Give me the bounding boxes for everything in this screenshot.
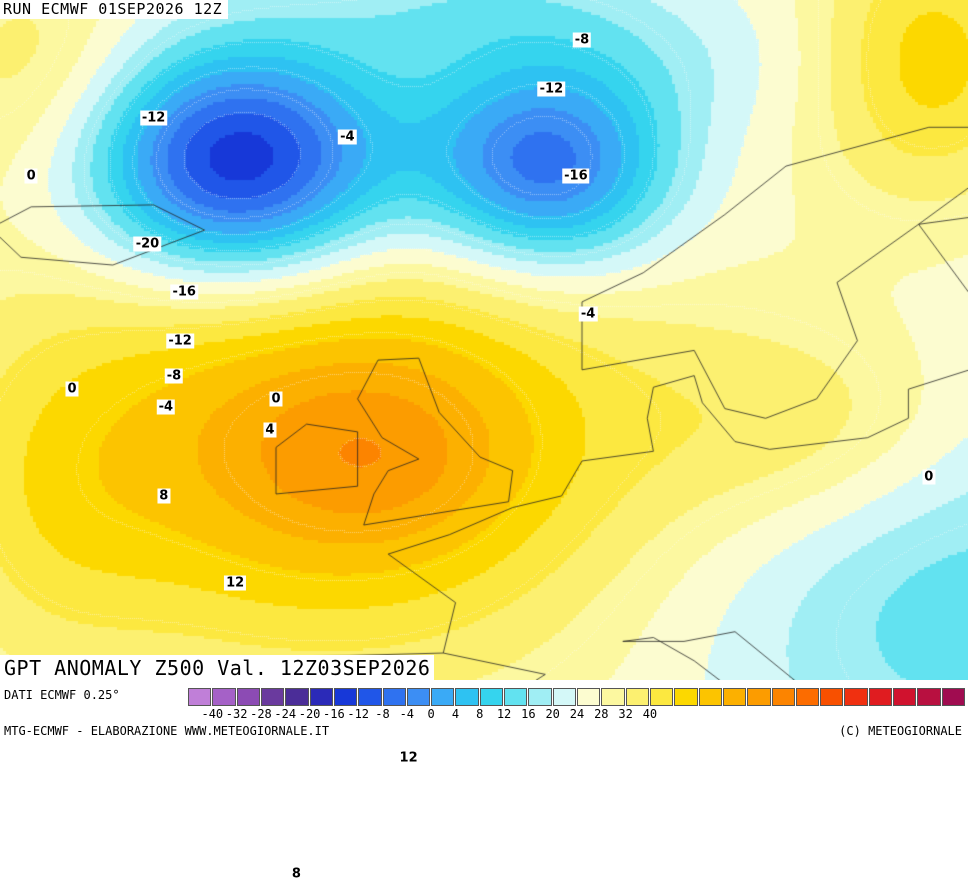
legend-swatch xyxy=(285,688,309,706)
color-legend xyxy=(188,688,966,706)
legend-swatch xyxy=(917,688,941,706)
legend-swatch xyxy=(504,688,528,706)
legend-tick-label: 32 xyxy=(618,707,633,721)
legend-swatch xyxy=(188,688,212,706)
legend-swatch xyxy=(236,688,260,706)
legend-tick-label: 20 xyxy=(545,707,560,721)
contour-label: -12 xyxy=(166,333,194,349)
copyright-text: (C) METEOGIORNALE xyxy=(839,724,962,738)
contour-label: -16 xyxy=(562,168,590,184)
legend-tick-label: 28 xyxy=(594,707,609,721)
legend-swatch xyxy=(528,688,552,706)
legend-swatch xyxy=(893,688,917,706)
legend-swatch xyxy=(795,688,820,706)
contour-label: -4 xyxy=(338,129,357,145)
legend-swatch xyxy=(844,688,868,706)
legend-swatch xyxy=(309,688,333,706)
contour-label: 0 xyxy=(922,469,936,484)
anomaly-map xyxy=(0,0,968,680)
legend-swatch xyxy=(260,688,285,706)
legend-tick-label: -8 xyxy=(375,707,390,721)
legend-swatch xyxy=(820,688,844,706)
legend-tick-label: -4 xyxy=(399,707,415,721)
legend-swatch xyxy=(625,688,649,706)
legend-swatch xyxy=(406,688,431,706)
contour-label: -4 xyxy=(578,306,598,322)
legend-swatch xyxy=(212,688,236,706)
legend-tick-label: 40 xyxy=(642,707,658,721)
legend-swatch xyxy=(479,688,504,706)
legend-swatch xyxy=(382,688,406,706)
legend-tick-label: 16 xyxy=(521,707,536,721)
anomaly-title: GPT ANOMALY Z500 Val. 12Z03SEP2026 xyxy=(0,655,435,681)
contour-label: -12 xyxy=(139,110,168,126)
legend-swatch xyxy=(722,688,747,706)
data-source: DATI ECMWF 0.25° xyxy=(4,688,120,702)
contour-label: 4 xyxy=(263,422,277,438)
contour-label: -12 xyxy=(537,81,566,96)
legend-swatch xyxy=(431,688,455,706)
legend-tick-label: 4 xyxy=(451,707,460,721)
legend-tick-label: -12 xyxy=(347,707,370,721)
contour-label: -20 xyxy=(133,236,162,252)
legend-tick-label: -24 xyxy=(274,707,297,721)
legend-swatch xyxy=(868,688,893,706)
contour-label: 0 xyxy=(269,391,283,407)
legend-swatch xyxy=(941,688,965,706)
contour-label: 8 xyxy=(157,488,171,504)
contour-label: -4 xyxy=(156,399,176,415)
contour-label: -8 xyxy=(164,368,184,384)
contour-label: 0 xyxy=(65,381,79,397)
run-label: RUN ECMWF 01SEP2026 12Z xyxy=(0,0,229,19)
legend-tick-label: 24 xyxy=(569,707,585,721)
legend-tick-label: 0 xyxy=(427,707,435,721)
legend-swatch xyxy=(771,688,795,706)
credit-text: MTG-ECMWF - ELABORAZIONE WWW.METEOGIORNA… xyxy=(4,724,330,738)
contour-label: 12 xyxy=(397,750,420,766)
legend-tick-label: 8 xyxy=(476,707,484,721)
legend-swatch xyxy=(358,688,382,706)
legend-ticks: -40 -32 -28 -24 -20 -16 -12 -8 -4 0 4 8 12 16 20 24 28 32… xyxy=(188,707,966,721)
contour-label: 0 xyxy=(24,168,38,184)
contour-label: 12 xyxy=(224,575,247,591)
legend-tick-label: -40 xyxy=(201,707,224,721)
legend-tick-label: 12 xyxy=(496,707,512,721)
legend-tick-label: -28 xyxy=(250,707,272,721)
legend-tick-label: -20 xyxy=(298,707,321,721)
legend-tick-label: -32 xyxy=(225,707,248,721)
legend-swatch xyxy=(577,688,601,706)
contour-label: 8 xyxy=(289,866,303,882)
legend-swatch xyxy=(674,688,698,706)
legend-swatch xyxy=(552,688,576,706)
contour-label: -16 xyxy=(170,284,198,300)
legend-swatch xyxy=(333,688,358,706)
legend-swatch xyxy=(601,688,625,706)
legend-swatch xyxy=(455,688,479,706)
legend-swatch xyxy=(649,688,674,706)
legend-tick-label: -16 xyxy=(323,707,345,721)
contour-label: -8 xyxy=(572,32,592,48)
legend-swatch xyxy=(698,688,722,706)
legend-swatch xyxy=(747,688,771,706)
